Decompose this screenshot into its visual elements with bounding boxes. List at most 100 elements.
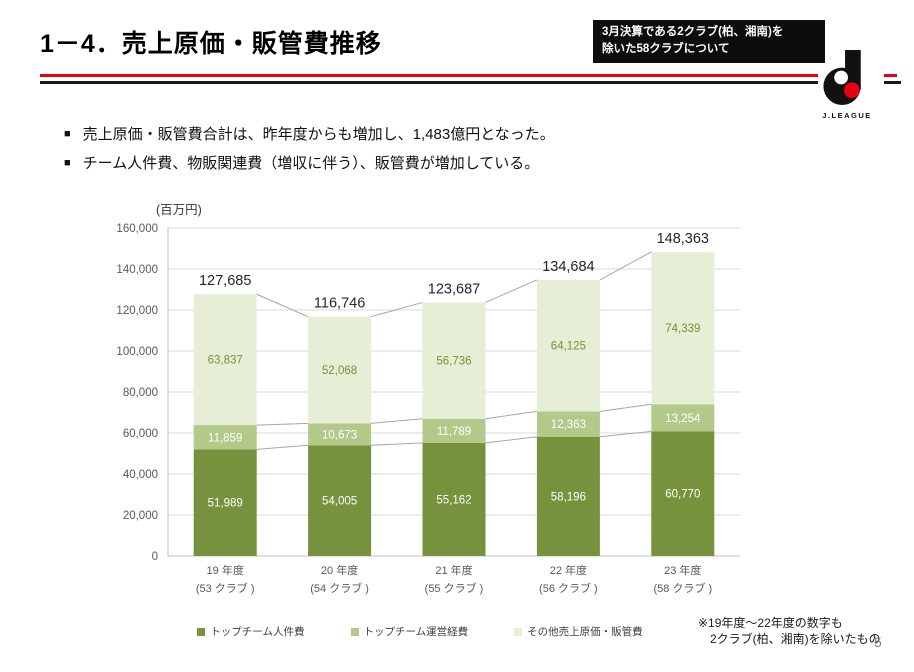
series-connector-line — [599, 403, 652, 412]
series-connector-line — [485, 279, 538, 303]
series-connector-line — [485, 410, 537, 420]
segment-value-label: 74,339 — [665, 323, 700, 335]
y-tick-label: 40,000 — [123, 469, 158, 481]
total-value-label: 134,684 — [542, 259, 594, 275]
segment-value-label: 52,068 — [322, 365, 357, 377]
bullet-item: ■ 売上原価・販管費合計は、昨年度からも増加し、1,483億円となった。 — [64, 124, 844, 145]
axis-unit-label: (百万円) — [156, 203, 202, 217]
segment-value-label: 55,162 — [436, 494, 471, 506]
bar-segment-s2 — [536, 279, 600, 412]
total-value-label: 116,746 — [314, 296, 365, 312]
bar-segment-s0 — [308, 445, 372, 556]
series-connector-line — [256, 422, 309, 426]
series-connector-line — [371, 418, 423, 424]
bar-segment-s0 — [193, 449, 257, 556]
total-value-label: 127,685 — [199, 273, 251, 289]
legend-swatch-icon — [514, 627, 523, 636]
legend-label: その他売上原価・販管費 — [527, 626, 643, 638]
segment-value-label: 12,363 — [551, 419, 586, 431]
legend-swatch-icon — [197, 627, 206, 636]
bar-segment-s1 — [422, 418, 486, 443]
series-connector-line — [256, 444, 309, 450]
header-rule-stub-red — [884, 74, 897, 77]
legend-label: トップチーム人件費 — [210, 626, 305, 638]
series-connector-line — [370, 301, 423, 318]
x-tick-label-clubs: (55 クラブ ) — [425, 581, 484, 595]
segment-value-label: 64,125 — [551, 341, 586, 353]
chart-legend: トップチーム人件費 トップチーム運営経費 その他売上原価・販管費 — [100, 624, 740, 639]
header-rule-red — [40, 74, 818, 77]
series-connector-line — [599, 430, 652, 438]
segment-value-label: 13,254 — [665, 413, 701, 425]
jleague-logo-mark-icon — [823, 50, 861, 105]
bar-segment-s2 — [308, 316, 372, 424]
note-badge-line2: 除いた58クラブについて — [602, 43, 730, 56]
legend-item: トップチーム運営経費 — [350, 624, 469, 639]
x-tick-label-year: 23 年度 — [664, 563, 701, 577]
segment-value-label: 11,789 — [437, 426, 471, 438]
legend-item: トップチーム人件費 — [197, 624, 305, 639]
segment-value-label: 10,673 — [322, 429, 357, 441]
series-connector-line — [256, 293, 309, 318]
segment-value-label: 56,736 — [436, 356, 471, 368]
y-tick-label: 100,000 — [116, 346, 158, 358]
x-tick-label-clubs: (58 クラブ ) — [653, 581, 712, 595]
bullet-square-icon: ■ — [64, 128, 71, 140]
header-rule-stub-black — [884, 81, 901, 84]
segment-value-label: 60,770 — [665, 489, 700, 501]
note-badge-line1: 3月決算である2クラブ(柏、湘南)を — [602, 26, 784, 38]
bar-segment-s0 — [651, 431, 715, 556]
bar-segment-s2 — [193, 294, 257, 426]
x-tick-label-year: 21 年度 — [435, 563, 472, 577]
x-tick-label-clubs: (53 クラブ ) — [196, 581, 255, 595]
bullet-square-icon: ■ — [64, 157, 71, 169]
series-connector-line — [371, 442, 423, 446]
logo-white-ball-icon — [834, 70, 848, 85]
bar-segment-s2 — [422, 302, 486, 419]
header-rule-black — [40, 81, 818, 84]
bullet-list: ■ 売上原価・販管費合計は、昨年度からも増加し、1,483億円となった。 ■ チ… — [64, 124, 844, 182]
bar-segment-s1 — [651, 404, 715, 432]
page-title: 1－4．売上原価・販管費推移 — [40, 30, 382, 58]
x-tick-label-clubs: (54 クラブ ) — [310, 581, 369, 595]
legend-label: トップチーム運営経費 — [363, 626, 469, 638]
segment-value-label: 54,005 — [322, 496, 357, 508]
x-tick-label-year: 20 年度 — [321, 563, 358, 577]
bullet-item: ■ チーム人件費、物販関連費（増収に伴う）、販管費が増加している。 — [64, 153, 844, 174]
footnote-line1: ※19年度～22年度の数字も — [698, 616, 843, 630]
series-connector-line — [485, 436, 537, 444]
series-connector-line — [599, 251, 652, 281]
note-badge: 3月決算である2クラブ(柏、湘南)を 除いた58クラブについて — [593, 20, 825, 63]
bullet-text: チーム人件費、物販関連費（増収に伴う）、販管費が増加している。 — [82, 155, 540, 172]
y-tick-label: 80,000 — [123, 387, 158, 399]
x-tick-label-clubs: (56 クラブ ) — [539, 581, 598, 595]
segment-value-label: 11,859 — [208, 432, 242, 444]
segment-value-label: 51,989 — [208, 498, 243, 510]
x-tick-label-year: 19 年度 — [207, 563, 244, 577]
bar-segment-s1 — [193, 425, 257, 450]
bar-segment-s0 — [422, 442, 486, 556]
logo-red-ball-icon — [844, 82, 860, 99]
legend-item: その他売上原価・販管費 — [514, 624, 643, 639]
stacked-bar-chart: 0 20,000 40,000 60,000 80,000 100,000 120,000 1… — [116, 203, 740, 595]
page-number: 5 — [874, 634, 882, 650]
bar-segment-s2 — [651, 251, 715, 405]
footnote-line2: 2クラブ(柏、湘南)を除いたもの — [710, 632, 881, 647]
cost-sga-chart: 0 20,000 40,000 60,000 80,000 100,000 120,000 1… — [100, 196, 800, 620]
segment-value-label: 58,196 — [551, 491, 586, 503]
y-tick-label: 60,000 — [123, 428, 158, 440]
legend-swatch-icon — [350, 627, 359, 636]
segment-value-label: 63,837 — [208, 355, 243, 367]
total-value-label: 148,363 — [657, 231, 709, 247]
jleague-logo-text: J.LEAGUE — [822, 111, 872, 120]
x-tick-label-year: 22 年度 — [550, 563, 587, 577]
bar-segment-s1 — [536, 411, 600, 437]
y-tick-label: 160,000 — [116, 223, 158, 235]
total-value-label: 123,687 — [428, 281, 480, 297]
y-tick-label: 140,000 — [116, 264, 158, 276]
bar-segment-s1 — [308, 423, 372, 446]
y-tick-label: 0 — [152, 551, 158, 563]
bullet-text: 売上原価・販管費合計は、昨年度からも増加し、1,483億円となった。 — [82, 126, 555, 143]
footnote: ※19年度～22年度の数字も 2クラブ(柏、湘南)を除いたもの — [698, 615, 881, 647]
